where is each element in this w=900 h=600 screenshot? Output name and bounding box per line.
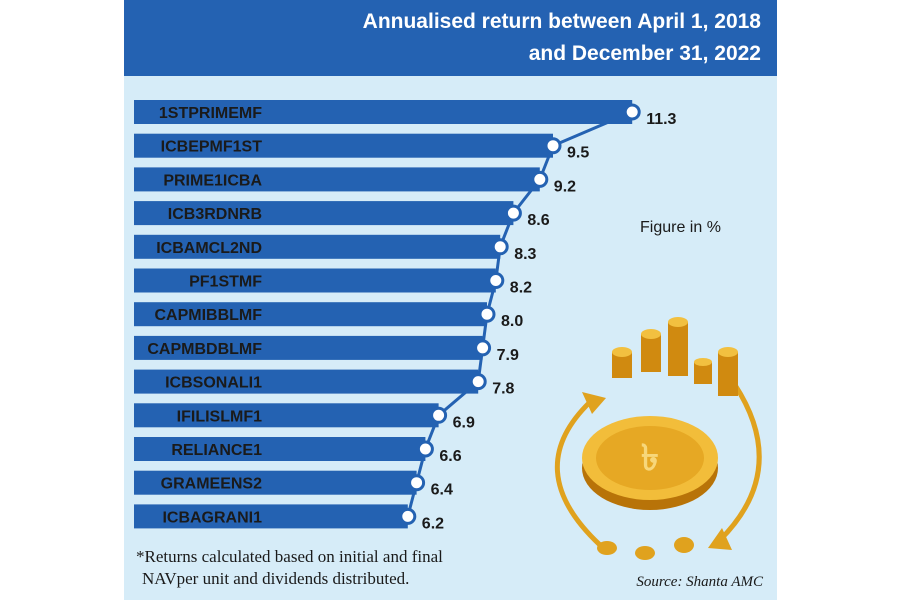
bar-icbepmf1st <box>134 133 553 158</box>
bar-reliance1 <box>134 437 426 461</box>
value-label: 6.6 <box>439 448 461 465</box>
value-marker <box>491 238 509 256</box>
category-label: IFILISLMF1 <box>177 408 262 425</box>
category-label: GRAMEENS2 <box>161 476 262 493</box>
value-marker <box>469 373 487 391</box>
value-marker <box>416 440 434 458</box>
value-marker <box>408 474 426 492</box>
title-band: Annualised return between April 1, 2018 … <box>124 0 777 76</box>
category-label: CAPMIBBLMF <box>154 307 262 324</box>
footnote-line-2: NAVper unit and dividends distributed. <box>142 569 410 588</box>
value-label: 6.4 <box>431 482 453 499</box>
cycle-arrow-right-icon <box>718 383 762 542</box>
value-label: 8.6 <box>527 212 549 229</box>
cycle-arrow-left-icon <box>555 400 602 547</box>
bar-pf1stmf <box>134 268 496 293</box>
category-label: ICBSONALI1 <box>165 375 262 392</box>
category-label: PF1STMF <box>189 274 262 291</box>
arrowhead-down-icon <box>708 528 732 550</box>
value-label: 7.9 <box>497 347 519 364</box>
value-marker <box>544 137 562 155</box>
coin-stacks-icon <box>612 317 738 396</box>
bar-icbsonali1 <box>134 369 479 394</box>
value-label: 7.8 <box>492 381 514 398</box>
value-label: 6.9 <box>453 414 475 431</box>
chart-title-line-2: and December 31, 2022 <box>528 42 761 65</box>
arrowhead-up-icon <box>582 392 606 414</box>
value-label: 8.3 <box>514 246 536 263</box>
source-credit: Source: Shanta AMC <box>636 574 763 590</box>
category-label: RELIANCE1 <box>171 442 262 459</box>
category-label: ICB3RDNRB <box>168 206 262 223</box>
category-label: PRIME1ICBA <box>163 172 262 189</box>
category-label: CAPMBDBLMF <box>147 341 262 358</box>
svg-text:৳: ৳ <box>641 438 659 479</box>
bar-grameens2 <box>134 470 417 495</box>
value-marker <box>430 406 448 424</box>
bar-icbagrani1 <box>134 504 408 529</box>
bar-icbamcl2nd <box>134 234 501 259</box>
value-label: 11.3 <box>646 111 676 128</box>
value-marker <box>487 272 505 289</box>
bar-capmibblmf <box>134 302 487 327</box>
category-label: ICBAGRANI1 <box>162 509 262 526</box>
value-label: 8.2 <box>510 280 532 297</box>
bar-1stprimemf <box>134 100 633 124</box>
taka-coin-icon: ৳ <box>582 416 718 510</box>
unit-note: Figure in % <box>640 219 721 236</box>
value-label: 9.5 <box>567 145 589 162</box>
value-label: 6.2 <box>422 515 444 532</box>
footnote-line-1: *Returns calculated based on initial and… <box>136 547 443 566</box>
value-marker <box>399 507 417 525</box>
category-label: ICBAMCL2ND <box>156 240 262 257</box>
category-label: ICBEPMF1ST <box>161 139 263 156</box>
small-coins-icon <box>597 537 694 560</box>
value-label: 8.0 <box>501 313 523 330</box>
chart-title-line-1: Annualised return between April 1, 2018 <box>362 10 761 33</box>
value-marker <box>478 305 496 323</box>
value-marker <box>623 103 641 121</box>
bar-prime1icba <box>134 167 540 192</box>
value-marker <box>504 204 522 222</box>
value-marker <box>474 339 492 357</box>
value-label: 9.2 <box>554 178 576 195</box>
value-marker <box>531 170 549 188</box>
bar-capmbdblmf <box>134 335 483 360</box>
bar-ifilislmf1 <box>134 403 439 428</box>
category-label: 1STPRIMEMF <box>159 105 262 122</box>
bar-icb3rdnrb <box>134 201 514 226</box>
footnote: *Returns calculated based on initial and… <box>136 546 443 590</box>
